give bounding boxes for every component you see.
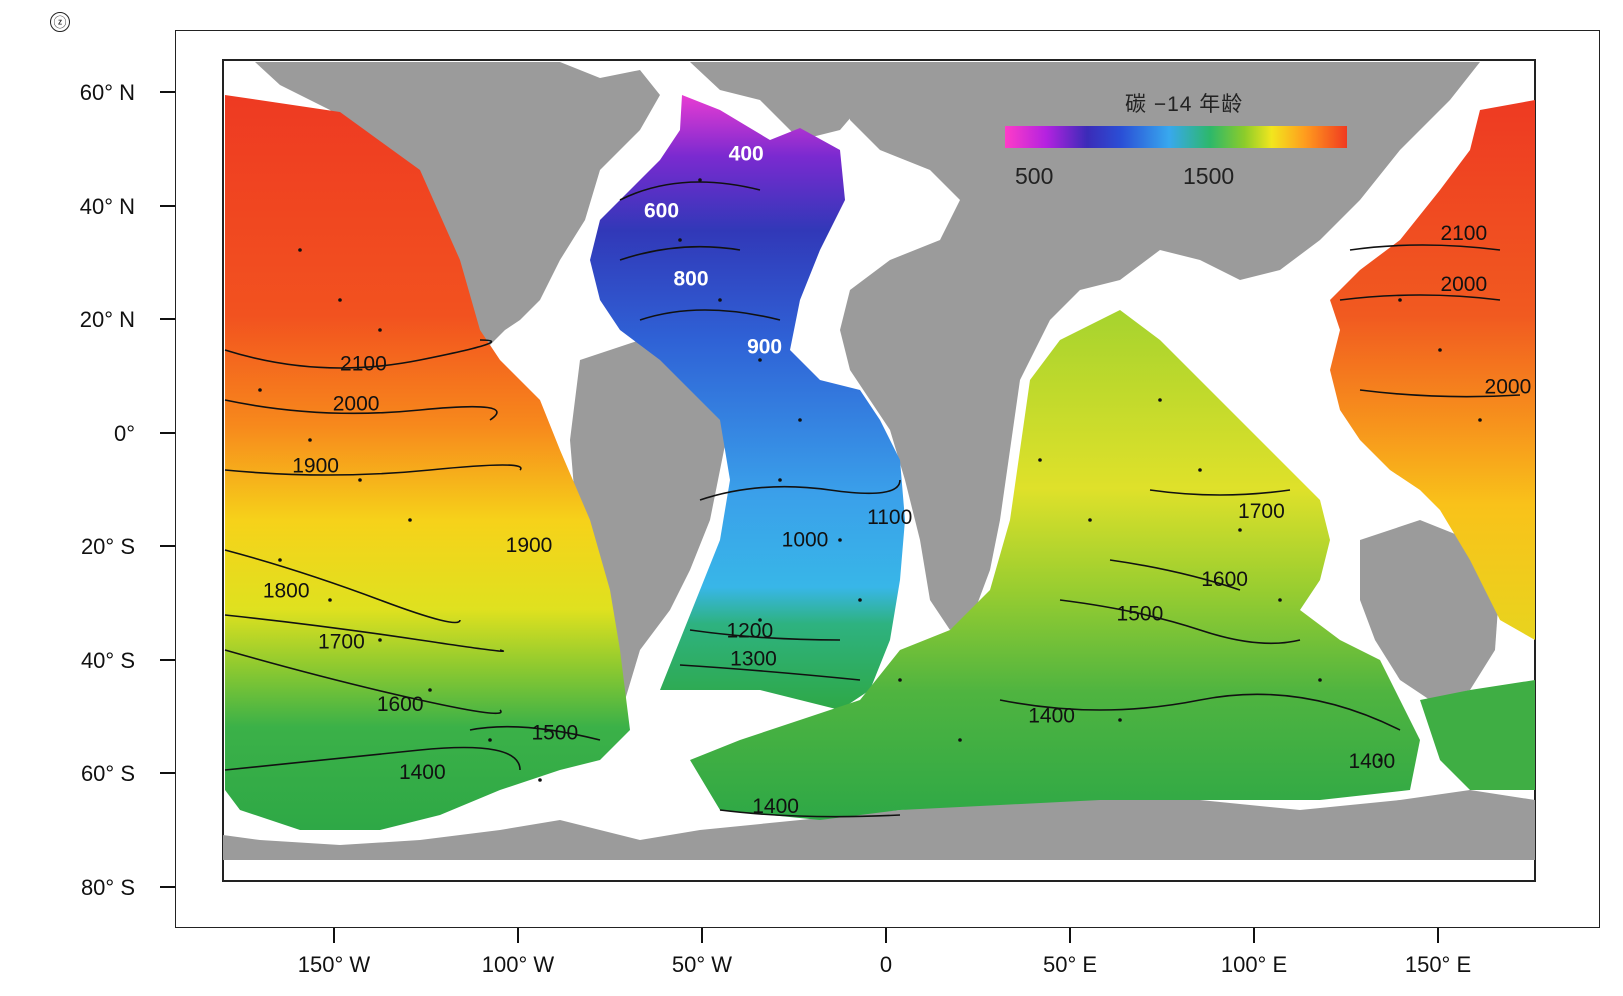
lat-label-40s: 40° S bbox=[80, 648, 135, 673]
contour-label: 1700 bbox=[318, 631, 365, 654]
lon-label-100w: 100° W bbox=[481, 952, 555, 977]
contour-label: 2000 bbox=[1440, 273, 1487, 296]
contour-label: 1000 bbox=[782, 529, 829, 552]
station-dots bbox=[258, 178, 1482, 782]
contour-label: 1100 bbox=[867, 506, 912, 529]
contour-label: 1900 bbox=[292, 455, 339, 478]
contour-label: 1400 bbox=[752, 795, 799, 818]
indian-ocean bbox=[690, 310, 1420, 820]
figure-label: ⓩ bbox=[50, 12, 70, 32]
lat-label-60s: 60° S bbox=[80, 761, 135, 786]
contour-label: 1600 bbox=[377, 693, 424, 716]
contour-label: 1900 bbox=[506, 534, 553, 557]
contour-label-layer: 400 600 800 900 1000 1100 1200 1300 2100 2000 1900… bbox=[263, 143, 1531, 819]
ocean-layer bbox=[225, 95, 1535, 830]
contour-label: 2000 bbox=[1485, 375, 1532, 398]
lon-label-100e: 100° E bbox=[1220, 952, 1288, 977]
pacific-southwest bbox=[1420, 680, 1535, 790]
australia bbox=[1360, 520, 1500, 700]
contour-label: 900 bbox=[747, 336, 782, 359]
contour-label: 600 bbox=[644, 199, 679, 222]
legend-title: 碳 −14 年龄 bbox=[1125, 93, 1244, 116]
contour-label: 2100 bbox=[1440, 222, 1487, 245]
north-america bbox=[255, 62, 660, 360]
contour-label: 1800 bbox=[263, 580, 310, 603]
lon-label-150w: 150° W bbox=[297, 952, 371, 977]
lat-label-80s: 80° S bbox=[80, 875, 135, 900]
lon-label-0: 0 bbox=[879, 952, 893, 977]
pacific-west bbox=[1330, 100, 1535, 640]
contour-label: 2100 bbox=[340, 353, 387, 376]
contour-label: 1600 bbox=[1201, 568, 1248, 591]
lat-label-20n: 20° N bbox=[79, 307, 135, 332]
antarctica bbox=[223, 790, 1535, 860]
lat-label-20s: 20° S bbox=[80, 534, 135, 559]
lon-label-150e: 150° E bbox=[1404, 952, 1472, 977]
contour-label: 1700 bbox=[1238, 500, 1285, 523]
contour-label: 1400 bbox=[1348, 750, 1395, 773]
contour-label: 2000 bbox=[333, 392, 380, 415]
contour-label: 800 bbox=[673, 268, 708, 291]
legend-tick-500: 500 bbox=[1015, 163, 1054, 189]
africa-eurasia bbox=[840, 62, 1480, 630]
land-layer bbox=[223, 62, 1535, 860]
lon-label-50e: 50° E bbox=[1042, 952, 1098, 977]
contour-label: 1400 bbox=[399, 761, 446, 784]
lat-label-equator: 0° bbox=[113, 421, 135, 446]
contour-lines bbox=[224, 181, 1521, 818]
legend-color-bar bbox=[1005, 126, 1347, 148]
contour-label: 1400 bbox=[1028, 704, 1075, 727]
map-frame bbox=[175, 30, 1600, 928]
contour-label: 1500 bbox=[531, 722, 578, 745]
contour-label: 1300 bbox=[730, 648, 777, 671]
lon-label-50w: 50° W bbox=[671, 952, 733, 977]
pacific-east bbox=[225, 95, 630, 830]
legend-tick-1500: 1500 bbox=[1183, 163, 1235, 189]
contour-label: 1200 bbox=[726, 619, 773, 642]
contour-label: 400 bbox=[729, 143, 764, 166]
contour-label: 1500 bbox=[1117, 602, 1164, 625]
axis-ticks bbox=[160, 91, 1439, 943]
lat-label-40n: 40° N bbox=[79, 194, 135, 219]
lat-label-60n: 60° N bbox=[79, 80, 135, 105]
